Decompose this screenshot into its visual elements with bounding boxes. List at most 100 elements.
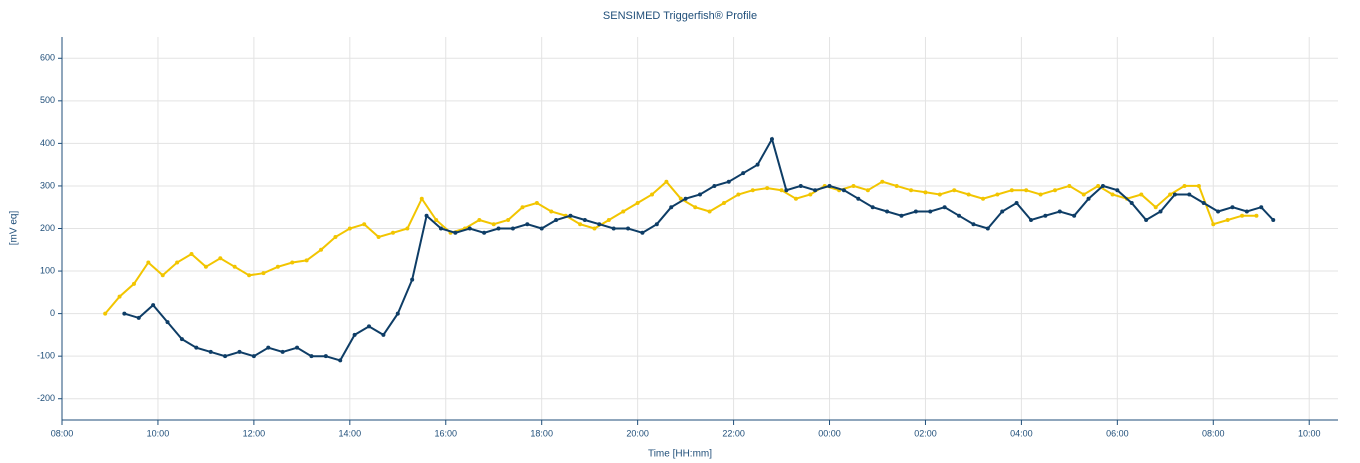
data-point bbox=[1139, 192, 1144, 197]
data-point bbox=[179, 337, 184, 342]
data-point bbox=[755, 162, 760, 167]
data-point bbox=[510, 226, 515, 231]
data-point bbox=[1211, 222, 1216, 227]
data-point bbox=[1100, 183, 1105, 188]
data-point bbox=[798, 183, 803, 188]
data-point bbox=[707, 209, 712, 214]
x-tick-label: 20:00 bbox=[626, 428, 649, 438]
data-point bbox=[621, 209, 626, 214]
data-point bbox=[482, 230, 487, 235]
data-point bbox=[870, 205, 875, 210]
x-tick-label: 16:00 bbox=[434, 428, 457, 438]
data-point bbox=[218, 256, 223, 261]
data-point bbox=[942, 205, 947, 210]
data-point bbox=[827, 183, 832, 188]
data-point bbox=[808, 192, 813, 197]
data-point bbox=[453, 230, 458, 235]
data-point bbox=[506, 217, 511, 222]
data-point bbox=[534, 200, 539, 205]
data-point bbox=[865, 188, 870, 193]
data-point bbox=[424, 213, 429, 218]
data-point bbox=[654, 222, 659, 227]
data-point bbox=[333, 235, 338, 240]
data-point bbox=[971, 222, 976, 227]
data-point bbox=[1038, 192, 1043, 197]
data-point bbox=[606, 217, 611, 222]
data-point bbox=[1028, 217, 1033, 222]
data-point bbox=[750, 188, 755, 193]
data-point bbox=[712, 183, 717, 188]
y-axis-title: [mV eq] bbox=[9, 211, 20, 246]
data-point bbox=[549, 209, 554, 214]
data-point bbox=[1240, 213, 1245, 218]
data-point bbox=[678, 196, 683, 201]
data-point bbox=[247, 273, 252, 278]
y-tick-label: 400 bbox=[40, 138, 55, 148]
data-point bbox=[525, 222, 530, 227]
data-point bbox=[1254, 213, 1259, 218]
x-tick-label: 18:00 bbox=[530, 428, 553, 438]
data-point bbox=[1271, 217, 1276, 222]
data-point bbox=[1052, 188, 1057, 193]
data-point bbox=[275, 264, 280, 269]
data-point bbox=[405, 226, 410, 231]
data-point bbox=[928, 209, 933, 214]
data-point bbox=[769, 137, 774, 142]
data-point bbox=[784, 188, 789, 193]
data-point bbox=[650, 192, 655, 197]
data-point bbox=[146, 260, 151, 265]
data-point bbox=[851, 183, 856, 188]
data-point bbox=[578, 222, 583, 227]
data-point bbox=[1024, 188, 1029, 193]
data-point bbox=[952, 188, 957, 193]
data-point bbox=[194, 345, 199, 350]
data-point bbox=[894, 183, 899, 188]
data-point bbox=[1158, 209, 1163, 214]
data-point bbox=[434, 217, 439, 222]
data-point bbox=[1067, 183, 1072, 188]
data-point bbox=[295, 345, 300, 350]
y-tick-label: 500 bbox=[40, 95, 55, 105]
data-point bbox=[175, 260, 180, 265]
data-point bbox=[995, 192, 1000, 197]
data-point bbox=[885, 209, 890, 214]
data-point bbox=[1009, 188, 1014, 193]
data-point bbox=[309, 354, 314, 359]
data-point bbox=[151, 303, 156, 308]
data-point bbox=[203, 264, 208, 269]
data-point bbox=[899, 213, 904, 218]
x-tick-label: 14:00 bbox=[339, 428, 362, 438]
data-point bbox=[362, 222, 367, 227]
y-tick-label: 0 bbox=[50, 308, 55, 318]
x-tick-label: 06:00 bbox=[1106, 428, 1129, 438]
y-tick-label: 200 bbox=[40, 223, 55, 233]
data-point bbox=[352, 332, 357, 337]
data-point bbox=[338, 358, 343, 363]
data-point bbox=[1196, 183, 1201, 188]
data-point bbox=[913, 209, 918, 214]
data-point bbox=[117, 294, 122, 299]
data-point bbox=[290, 260, 295, 265]
data-point bbox=[323, 354, 328, 359]
x-tick-label: 08:00 bbox=[51, 428, 74, 438]
data-point bbox=[698, 192, 702, 197]
data-point bbox=[640, 230, 645, 235]
data-point bbox=[251, 354, 256, 359]
data-point bbox=[741, 171, 746, 176]
data-point bbox=[985, 226, 990, 231]
data-point bbox=[304, 258, 309, 263]
data-point bbox=[103, 311, 108, 316]
data-point bbox=[611, 226, 616, 231]
data-point bbox=[1172, 192, 1177, 197]
data-point bbox=[909, 188, 914, 193]
data-point bbox=[1187, 192, 1192, 197]
data-point bbox=[496, 226, 501, 231]
data-point bbox=[491, 222, 496, 227]
data-point bbox=[880, 179, 885, 184]
data-point bbox=[208, 349, 213, 354]
data-point bbox=[1144, 217, 1149, 222]
data-point bbox=[280, 349, 285, 354]
data-point bbox=[266, 345, 271, 350]
series-line bbox=[124, 136, 1274, 362]
